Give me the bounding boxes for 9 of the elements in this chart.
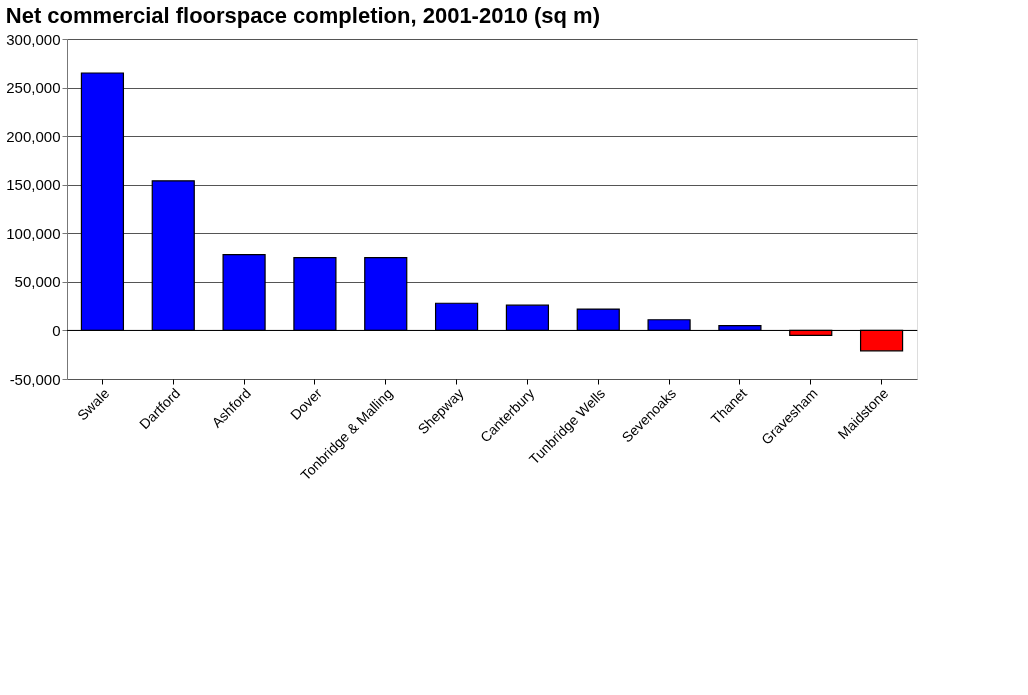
y-tick-label: 100,000 — [6, 224, 61, 242]
chart-title: Net commercial floorspace completion, 2001-2010 (sq m) — [5, 3, 600, 28]
y-tick-label: 150,000 — [6, 176, 61, 194]
y-tick-label: 50,000 — [14, 273, 61, 291]
y-tick-label: 200,000 — [6, 127, 61, 145]
y-tick-label: -50,000 — [9, 370, 61, 388]
y-tick-label: 300,000 — [6, 30, 61, 48]
y-tick-label: 250,000 — [6, 79, 61, 97]
y-tick-label: 0 — [52, 321, 61, 339]
